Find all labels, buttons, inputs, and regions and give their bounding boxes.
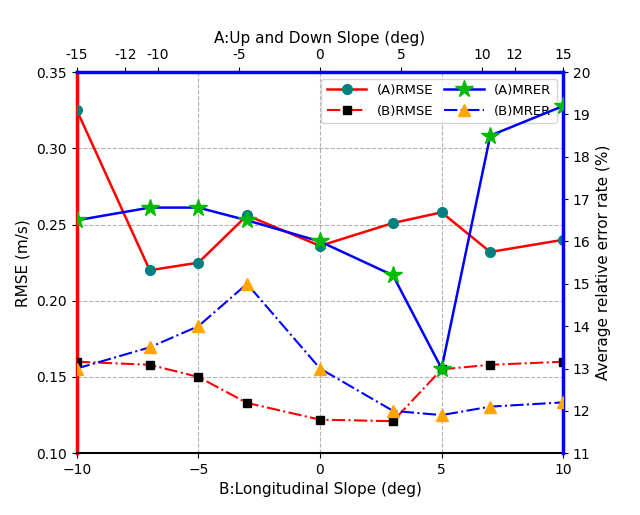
(B)RMSE (316, 417, 324, 423)
(A)MRER (389, 272, 397, 279)
X-axis label: A:Up and Down Slope (deg): A:Up and Down Slope (deg) (214, 31, 426, 46)
(B)RMSE (243, 400, 251, 406)
(A)MRER (195, 204, 202, 211)
(B)RMSE (389, 418, 397, 424)
(A)MRER (486, 132, 494, 139)
(A)RMSE (195, 260, 202, 266)
(B)MRER (486, 404, 494, 410)
Line: (A)RMSE: (A)RMSE (72, 106, 568, 275)
(B)RMSE (146, 362, 154, 368)
(B)MRER (438, 412, 445, 418)
(B)MRER (73, 366, 81, 372)
X-axis label: B:Longitudinal Slope (deg): B:Longitudinal Slope (deg) (219, 483, 421, 497)
(B)MRER (559, 399, 567, 405)
(A)RMSE (73, 107, 81, 113)
(A)MRER (73, 217, 81, 224)
(B)RMSE (195, 374, 202, 380)
Legend: (A)RMSE, (B)RMSE, (A)MRER, (B)MRER: (A)RMSE, (B)RMSE, (A)MRER, (B)MRER (321, 79, 557, 123)
(B)MRER (389, 408, 397, 414)
(B)MRER (146, 344, 154, 350)
(A)MRER (146, 204, 154, 211)
Line: (B)MRER: (B)MRER (71, 278, 569, 421)
Line: (B)RMSE: (B)RMSE (72, 357, 568, 425)
(B)RMSE (559, 358, 567, 365)
(B)MRER (316, 366, 324, 372)
(A)MRER (438, 366, 445, 372)
(B)MRER (243, 281, 251, 287)
(A)RMSE (146, 267, 154, 273)
(A)MRER (316, 238, 324, 245)
(A)RMSE (243, 212, 251, 218)
(A)RMSE (389, 220, 397, 226)
(A)MRER (243, 217, 251, 224)
(B)RMSE (73, 358, 81, 365)
(B)RMSE (438, 366, 445, 372)
(A)MRER (559, 103, 567, 109)
(A)RMSE (316, 243, 324, 249)
(B)MRER (195, 323, 202, 329)
(A)RMSE (486, 249, 494, 255)
(A)RMSE (438, 209, 445, 215)
(A)RMSE (559, 237, 567, 243)
(B)RMSE (486, 362, 494, 368)
Y-axis label: RMSE (m/s): RMSE (m/s) (16, 219, 31, 306)
Y-axis label: Average relative error rate (%): Average relative error rate (%) (596, 145, 611, 381)
Line: (A)MRER: (A)MRER (68, 97, 572, 377)
